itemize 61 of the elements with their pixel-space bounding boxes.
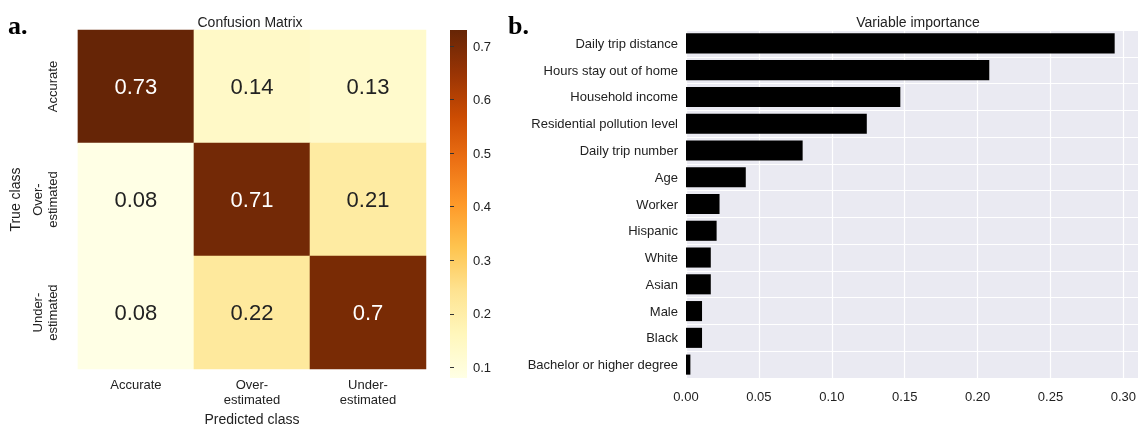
color-bar-label: 0.1 [473,359,492,375]
x-tick-label: 0.15 [892,389,918,404]
x-tick-label: Accurate [110,377,162,393]
y-tick-label: Daily trip number [579,142,679,158]
data-label: 0.7 [352,300,384,326]
y-tick-label: Asian [645,276,678,292]
data-label: 0.14 [230,74,274,100]
color-bar-label: 0.7 [473,38,492,54]
x-tick-label: 0.00 [673,389,699,404]
y-tick-label: Hispanic [628,223,679,239]
bar [686,301,703,322]
data-label: 0.08 [114,187,158,213]
bar [686,354,691,375]
data-label: 0.22 [230,300,274,326]
y-tick-label: Age [654,169,678,185]
y-tick-label: Worker [636,196,679,212]
y-tick-label: Hours stay out of home [543,62,678,78]
y-tick-label: Daily trip distance [575,35,678,51]
x-tick-label: 0.25 [1037,389,1064,404]
data-label: 0.13 [346,74,390,100]
data-label: 0.73 [114,74,158,100]
chart-title: Variable importance [856,14,980,30]
y-tick-label: Bachelor or higher degree [527,357,678,373]
y-tick-label: Under- estimated [29,284,60,341]
data-label: 0.08 [114,300,158,326]
bar [686,327,703,348]
bar [686,247,711,268]
x-tick-label: 0.05 [746,389,772,404]
bar [686,60,990,81]
x-tick-label: 0.30 [1110,389,1137,404]
y-tick-label: Male [649,303,678,319]
data-label: 0.71 [230,187,274,213]
bar [686,140,803,161]
x-axis-title: Predicted class [204,411,300,427]
y-tick-label: Accurate [44,60,60,113]
x-tick-label: 0.10 [819,389,845,404]
y-tick-label: White [644,250,678,266]
color-bar-label: 0.6 [473,92,492,108]
y-tick-label: Black [646,330,679,346]
color-bar-label: 0.5 [473,145,492,161]
y-tick-label: Residential pollution level [531,116,679,132]
bar [686,113,867,134]
y-axis-title: True class [7,167,23,232]
y-tick-label: Over- estimated [29,171,60,228]
color-bar-label: 0.4 [473,199,492,215]
color-bar-label: 0.3 [473,252,492,268]
x-tick-label: Over- estimated [223,377,281,408]
bar [686,193,720,215]
bar [686,86,901,107]
bar [686,33,1115,54]
text: a. [8,10,28,40]
bar [686,274,711,295]
x-tick-label: 0.20 [964,389,991,404]
text: b. [508,10,529,40]
bar [686,167,746,188]
color-bar-label: 0.2 [473,306,492,322]
data-label: 0.21 [346,187,390,213]
x-tick-label: Under- estimated [339,377,397,408]
y-tick-label: Household income [570,89,678,105]
chart-title: Confusion Matrix [197,14,303,30]
bar [686,220,717,241]
